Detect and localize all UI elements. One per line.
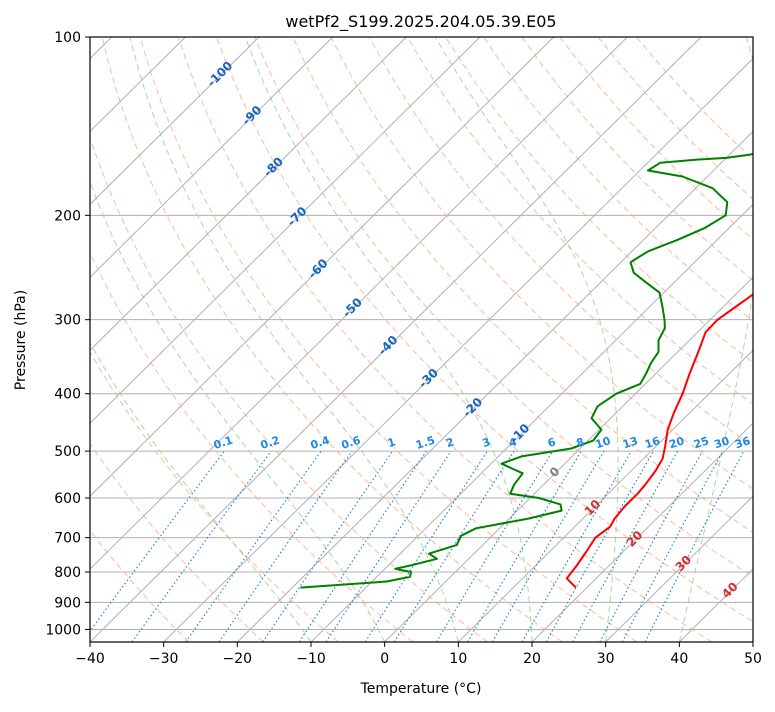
y-tick-label: 900	[54, 595, 81, 611]
x-tick-label: 20	[523, 651, 541, 667]
x-tick-label: 0	[380, 651, 389, 667]
y-tick-label: 500	[54, 444, 81, 460]
chart-title: wetPf2_S199.2025.204.05.39.E05	[285, 12, 556, 32]
y-tick-label: 800	[54, 565, 81, 581]
y-tick-label: 300	[54, 313, 81, 329]
y-tick-label: 600	[54, 491, 81, 507]
x-tick-label: −10	[296, 651, 326, 667]
x-tick-label: −40	[75, 651, 105, 667]
y-tick-label: 100	[54, 30, 81, 46]
x-tick-label: −30	[149, 651, 179, 667]
x-tick-label: −20	[223, 651, 253, 667]
y-tick-label: 1000	[45, 622, 81, 638]
y-tick-label: 400	[54, 387, 81, 403]
x-tick-label: 40	[670, 651, 688, 667]
x-tick-label: 50	[744, 651, 762, 667]
x-tick-label: 30	[597, 651, 615, 667]
x-axis-label: Temperature (°C)	[360, 681, 482, 697]
y-axis-label: Pressure (hPa)	[13, 290, 29, 390]
x-tick-label: 10	[449, 651, 467, 667]
y-tick-label: 200	[54, 208, 81, 224]
y-tick-label: 700	[54, 531, 81, 547]
